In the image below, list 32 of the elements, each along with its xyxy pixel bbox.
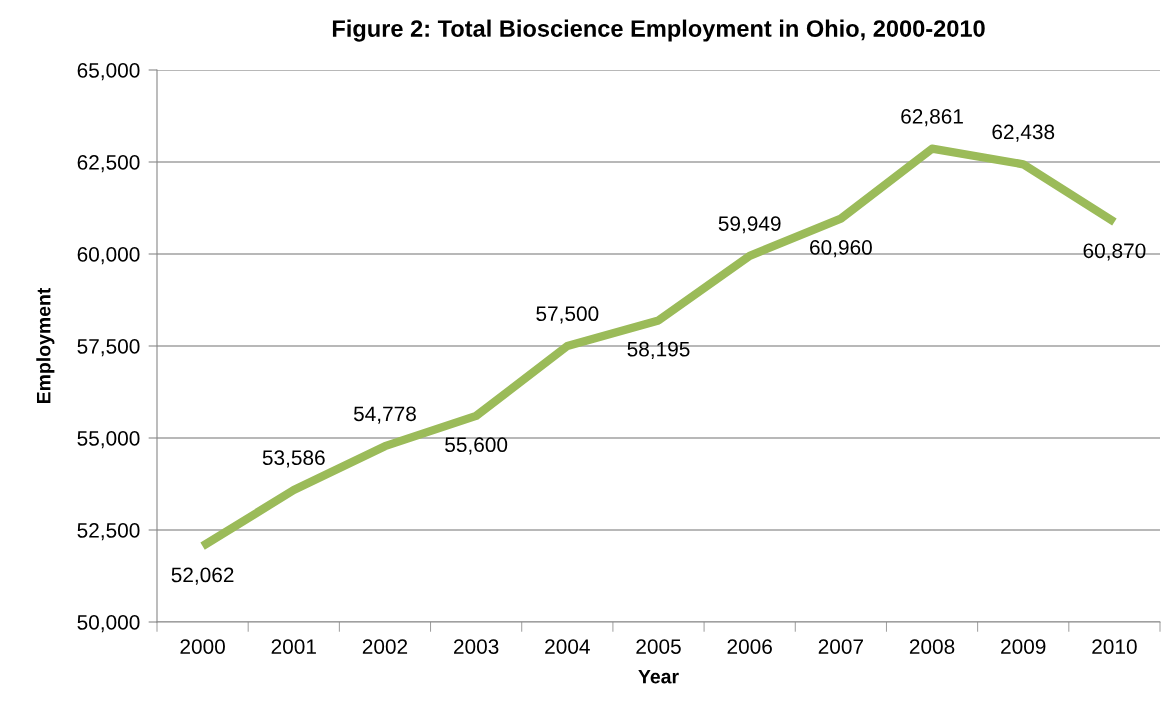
y-tick-label: 65,000	[77, 63, 140, 81]
data-label: 62,438	[992, 124, 1055, 142]
x-tick-label: 2002	[362, 639, 408, 654]
data-label: 53,586	[262, 450, 325, 468]
y-tick-label: 55,000	[77, 431, 140, 449]
x-tick-label: 2000	[180, 639, 225, 654]
data-label: 58,195	[627, 341, 690, 360]
x-tick-label: 2006	[727, 639, 772, 654]
data-label: 62,861	[901, 109, 963, 127]
y-axis-title: Employment	[36, 287, 55, 404]
x-tick-label: 2001	[271, 639, 316, 654]
data-label: 60,960	[810, 240, 872, 258]
data-label: 59,949	[718, 216, 781, 234]
x-tick-label: 2009	[1001, 639, 1046, 654]
x-tick-label: 2007	[818, 639, 863, 654]
y-tick-label: 60,000	[77, 247, 140, 265]
x-tick-label: 2004	[545, 639, 590, 654]
data-label: 57,500	[536, 306, 599, 324]
data-label: 55,600	[445, 437, 508, 455]
data-label: 52,062	[171, 567, 234, 585]
x-tick-label: 2008	[909, 639, 955, 654]
data-label: 60,870	[1083, 243, 1146, 261]
x-tick-label: 2010	[1092, 639, 1137, 654]
y-tick-label: 57,500	[77, 339, 140, 357]
y-tick-label: 50,000	[77, 615, 140, 633]
data-label: 54,778	[353, 406, 416, 424]
y-tick-label: 62,500	[77, 155, 140, 173]
x-tick-label: 2003	[454, 639, 499, 654]
x-axis-title: Year	[638, 669, 679, 684]
y-tick-label: 52,500	[77, 523, 140, 541]
x-tick-label: 2005	[636, 639, 681, 654]
chart-title: Figure 2: Total Bioscience Employment in Ohio, 2000-2010	[332, 19, 985, 42]
